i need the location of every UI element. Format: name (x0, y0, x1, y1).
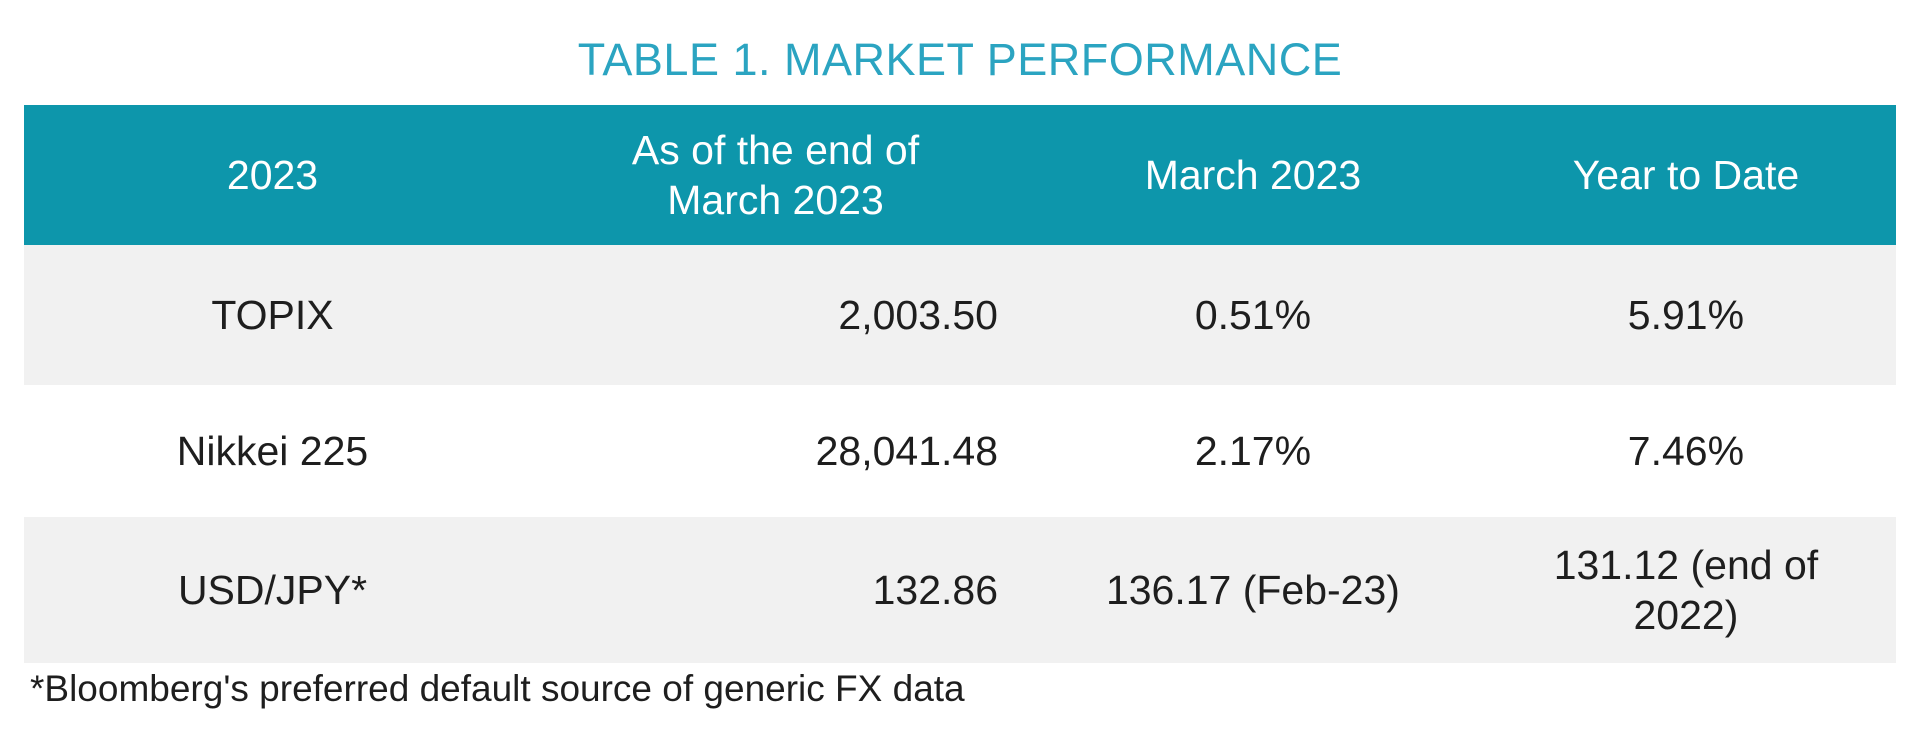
cell-end-of-march-value: 28,041.48 (815, 428, 998, 474)
cell-label: Nikkei 225 (176, 428, 369, 474)
column-header-2023: 2023 (226, 152, 319, 198)
table-title: TABLE 1. MARKET PERFORMANCE (577, 34, 1343, 85)
column-header-end-of-march: As of the end of March 2023 (631, 127, 920, 223)
cell-label: USD/JPY* (177, 567, 368, 613)
column-header-year-to-date: Year to Date (1572, 152, 1800, 198)
table-row-topix: TOPIX 2,003.50 0.51% 5.91% (24, 245, 1896, 385)
market-performance-table: 2023 As of the end of March 2023 March 2… (24, 105, 1896, 663)
cell-end-of-march-value: 132.86 (872, 567, 998, 613)
cell-march-value: 2.17% (1194, 428, 1312, 474)
column-header-march-2023: March 2023 (1144, 152, 1362, 198)
cell-label: TOPIX (211, 292, 334, 338)
cell-ytd-value: 131.12 (end of 2022) (1476, 540, 1896, 640)
cell-march-value: 136.17 (Feb-23) (1105, 567, 1400, 613)
cell-ytd-value-text: 131.12 (end of 2022) (1553, 542, 1819, 638)
footnote: *Bloomberg's preferred default source of… (30, 668, 965, 709)
cell-ytd-value: 7.46% (1627, 428, 1745, 474)
table-row-nikkei: Nikkei 225 28,041.48 2.17% 7.46% (24, 385, 1896, 517)
cell-end-of-march-value: 2,003.50 (838, 292, 998, 338)
cell-ytd-value: 5.91% (1627, 292, 1745, 338)
table-row-usdjpy: USD/JPY* 132.86 136.17 (Feb-23) 131.12 (… (24, 517, 1896, 663)
cell-march-value: 0.51% (1194, 292, 1312, 338)
table-header-row: 2023 As of the end of March 2023 March 2… (24, 105, 1896, 245)
